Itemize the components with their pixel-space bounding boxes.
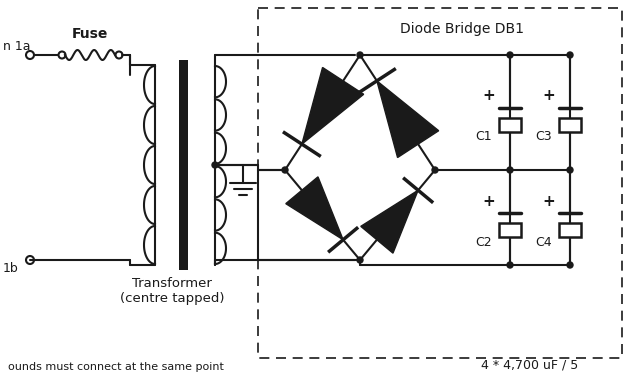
Bar <box>559 117 581 131</box>
Text: Transformer
(centre tapped): Transformer (centre tapped) <box>120 277 224 305</box>
Text: +: + <box>542 89 555 103</box>
Text: 1b: 1b <box>3 262 19 275</box>
Text: Fuse: Fuse <box>72 27 108 41</box>
Polygon shape <box>286 177 343 240</box>
Text: C1: C1 <box>476 130 492 144</box>
Bar <box>499 117 521 131</box>
Text: C4: C4 <box>536 236 552 249</box>
Circle shape <box>432 167 438 173</box>
Text: n 1a: n 1a <box>3 40 30 53</box>
Bar <box>559 223 581 236</box>
Circle shape <box>282 167 288 173</box>
Circle shape <box>507 52 513 58</box>
Text: 4 * 4,700 uF / 5: 4 * 4,700 uF / 5 <box>481 359 578 372</box>
Circle shape <box>567 52 573 58</box>
Polygon shape <box>302 68 364 144</box>
Circle shape <box>212 162 218 168</box>
Text: Diode Bridge DB1: Diode Bridge DB1 <box>400 22 524 36</box>
Polygon shape <box>361 190 418 253</box>
Text: +: + <box>482 89 495 103</box>
Text: +: + <box>482 193 495 209</box>
Bar <box>499 223 521 236</box>
Circle shape <box>357 52 363 58</box>
Text: +: + <box>542 193 555 209</box>
Text: C2: C2 <box>476 236 492 249</box>
Text: ounds must connect at the same point: ounds must connect at the same point <box>8 362 224 372</box>
Circle shape <box>507 262 513 268</box>
Circle shape <box>357 257 363 263</box>
Circle shape <box>507 167 513 173</box>
Circle shape <box>567 262 573 268</box>
Circle shape <box>567 167 573 173</box>
Polygon shape <box>377 81 438 158</box>
Bar <box>179 60 188 270</box>
Text: C3: C3 <box>536 130 552 144</box>
